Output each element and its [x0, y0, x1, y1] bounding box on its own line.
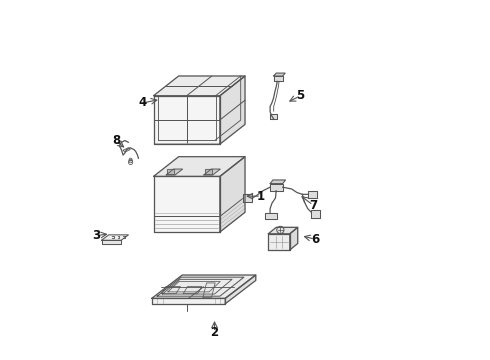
Polygon shape — [269, 227, 298, 234]
Text: 4: 4 — [139, 96, 147, 109]
Text: 2: 2 — [211, 326, 219, 339]
Polygon shape — [183, 287, 202, 294]
Polygon shape — [153, 176, 220, 232]
Polygon shape — [166, 169, 183, 175]
Polygon shape — [290, 227, 298, 250]
Polygon shape — [220, 157, 245, 232]
Polygon shape — [274, 76, 283, 81]
Text: 1: 1 — [257, 190, 265, 203]
Polygon shape — [153, 96, 220, 144]
Polygon shape — [311, 211, 320, 218]
Polygon shape — [270, 114, 277, 119]
Text: 8: 8 — [112, 134, 120, 147]
Polygon shape — [152, 275, 256, 298]
Text: 5: 5 — [296, 89, 305, 102]
Text: 6: 6 — [311, 233, 319, 246]
Polygon shape — [265, 213, 277, 220]
Polygon shape — [269, 234, 290, 250]
Polygon shape — [220, 76, 245, 144]
Polygon shape — [243, 194, 252, 202]
Polygon shape — [152, 298, 225, 304]
Polygon shape — [167, 168, 174, 174]
Polygon shape — [162, 287, 180, 294]
Polygon shape — [274, 73, 285, 76]
Text: 3: 3 — [92, 229, 100, 242]
Polygon shape — [153, 76, 245, 96]
Polygon shape — [101, 235, 128, 240]
Polygon shape — [270, 180, 286, 184]
Polygon shape — [205, 168, 212, 174]
Text: 7: 7 — [309, 199, 317, 212]
Polygon shape — [204, 169, 221, 175]
Polygon shape — [308, 191, 317, 198]
Polygon shape — [123, 148, 130, 152]
Polygon shape — [153, 157, 245, 176]
Polygon shape — [225, 275, 256, 304]
Polygon shape — [101, 240, 122, 244]
Polygon shape — [203, 283, 215, 297]
Polygon shape — [270, 184, 283, 191]
